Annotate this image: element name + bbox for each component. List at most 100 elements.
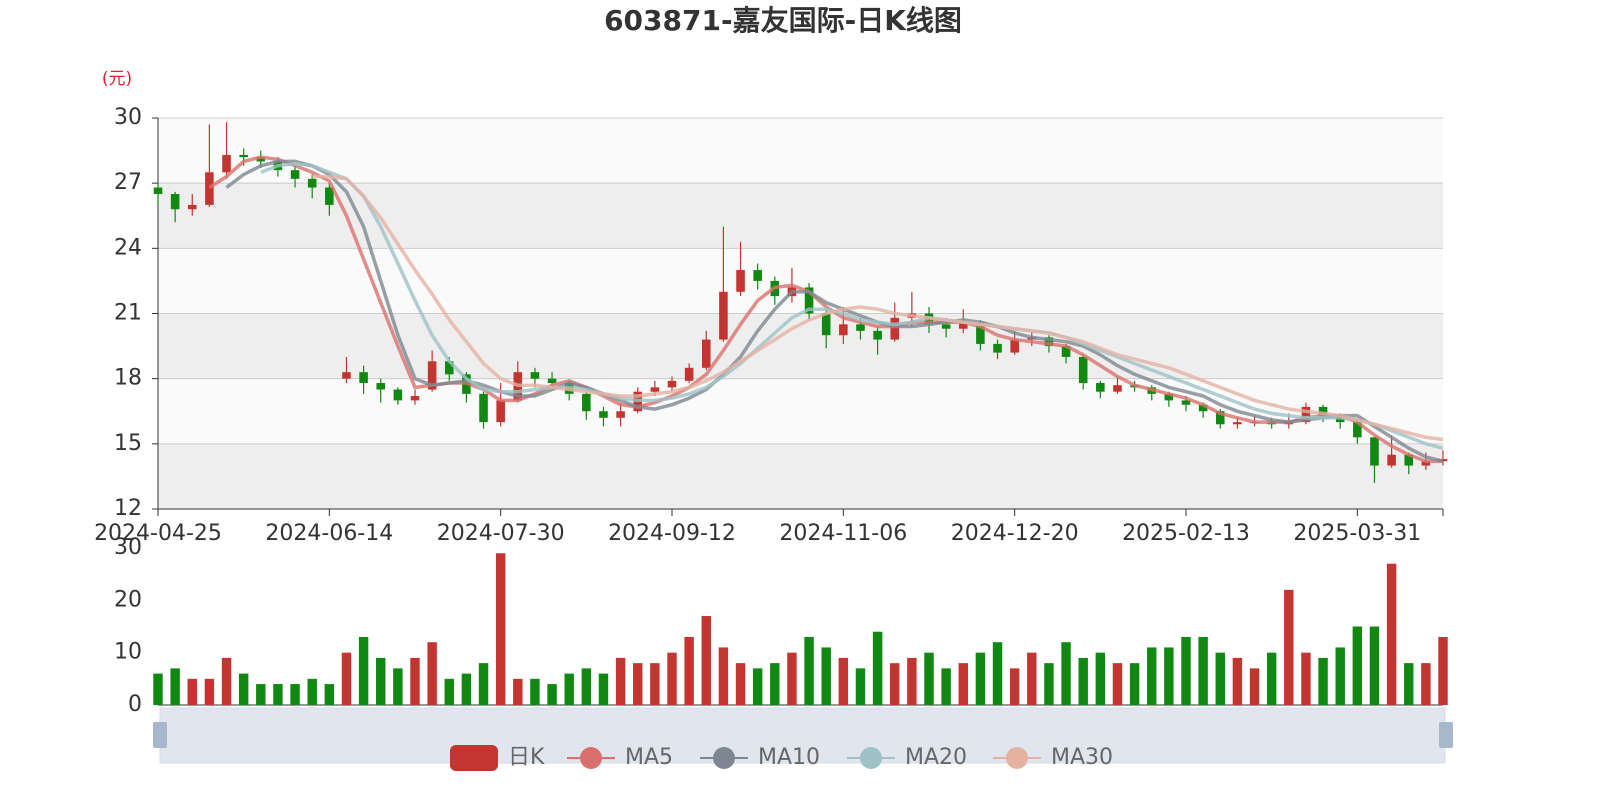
legend: 日K MA5 MA10 MA20 MA30 [450, 745, 1113, 771]
volume-bar [821, 647, 831, 705]
volume-bar [1386, 563, 1397, 705]
volume-bar [1301, 652, 1311, 705]
x-tick-label: 2024-06-14 [265, 521, 393, 546]
candle-body [736, 270, 745, 292]
candle-body [290, 170, 300, 179]
volume-bar [358, 636, 369, 705]
zoom-handle[interactable] [153, 722, 167, 748]
y-tick-label: 12 [114, 496, 142, 521]
candle-body [1233, 422, 1242, 425]
volume-bar [256, 684, 266, 705]
candle-body [958, 322, 968, 329]
volume-bar [564, 673, 574, 705]
candle-body [1353, 422, 1362, 438]
volume-bar [1147, 647, 1157, 705]
volume-bar [324, 684, 335, 705]
volume-bar [410, 657, 420, 705]
candle-body [205, 172, 214, 205]
volume-bar [187, 678, 197, 705]
volume-bar [376, 657, 386, 705]
x-tick-label: 2025-03-31 [1293, 521, 1421, 546]
volume-bar [153, 673, 163, 705]
candle-body [1370, 437, 1379, 466]
volume-bar [495, 553, 506, 705]
volume-bar [427, 642, 437, 705]
volume-bar [581, 668, 592, 705]
volume-bar [975, 652, 986, 705]
candle-body [976, 322, 985, 344]
legend-icon [1006, 747, 1028, 769]
volume-bar [1009, 668, 1020, 705]
volume-bar [1284, 589, 1294, 705]
volume-bar [273, 684, 283, 705]
candle-body [1181, 400, 1191, 405]
legend-label: MA5 [625, 745, 673, 770]
candle-body [839, 324, 848, 336]
volume-bar [478, 663, 489, 705]
y-tick-label: 20 [114, 587, 142, 612]
volume-bar [290, 684, 300, 705]
candle-body [616, 411, 625, 418]
candle-body [239, 154, 248, 158]
volume-bar [461, 673, 472, 705]
legend-label: 日K [508, 745, 545, 770]
legend-icon [713, 747, 735, 769]
volume-bar [1095, 652, 1106, 705]
candle-body [444, 361, 454, 375]
x-tick-label: 2024-09-12 [608, 521, 736, 546]
volume-bar [615, 657, 626, 705]
candle-body [325, 187, 334, 205]
y-tick-label: 15 [114, 431, 142, 456]
volume-bar [530, 678, 540, 705]
legend-icon [450, 745, 498, 771]
grid-band [158, 183, 1443, 249]
volume-bar [1438, 636, 1448, 705]
candle-body [1421, 461, 1431, 466]
grid-band [158, 248, 1443, 314]
candle-body [1387, 454, 1396, 466]
volume-bar [872, 631, 883, 705]
x-tick-label: 2024-04-25 [94, 521, 222, 546]
volume-bar [735, 663, 746, 705]
data-zoom[interactable] [153, 707, 1453, 764]
grid-band [158, 443, 1443, 509]
volume-bar [1318, 657, 1328, 705]
legend-icon [580, 747, 602, 769]
volume-bar [1164, 647, 1174, 705]
candle-body [821, 313, 831, 336]
candle-body [582, 393, 591, 412]
volume-bar [958, 663, 968, 705]
candle-body [753, 270, 762, 281]
candle-body [1164, 393, 1174, 401]
volume-bar [1232, 657, 1243, 705]
volume-bar [855, 668, 866, 705]
volume-bar [804, 636, 814, 705]
y-unit: (元) [102, 69, 132, 89]
volume-bar [718, 647, 729, 705]
zoom-track[interactable] [159, 707, 1446, 764]
candle-body [941, 324, 951, 329]
candle-body [667, 380, 677, 388]
volume-bar [1352, 626, 1363, 705]
volume-bar [1266, 652, 1277, 705]
volume-bar [444, 678, 454, 705]
candle-body [376, 383, 386, 390]
volume-bar [787, 652, 797, 705]
ma-line [260, 161, 1444, 450]
x-tick-label: 2024-12-20 [951, 521, 1079, 546]
candle-body [1215, 411, 1225, 425]
candle-body [599, 411, 608, 418]
candle-body [1318, 406, 1328, 416]
zoom-handle[interactable] [1439, 722, 1453, 748]
volume-bar [1129, 663, 1140, 705]
candle-body [719, 291, 728, 340]
volume-bar [752, 668, 763, 705]
volume-bar [1421, 663, 1431, 705]
volume-bar [1249, 668, 1260, 705]
y-tick-label: 18 [114, 366, 142, 391]
volume-bar [667, 652, 677, 705]
chart-title: 603871-嘉友国际-日K线图 [604, 4, 962, 37]
volume-bar [924, 652, 934, 705]
volume-bar [1044, 663, 1054, 705]
